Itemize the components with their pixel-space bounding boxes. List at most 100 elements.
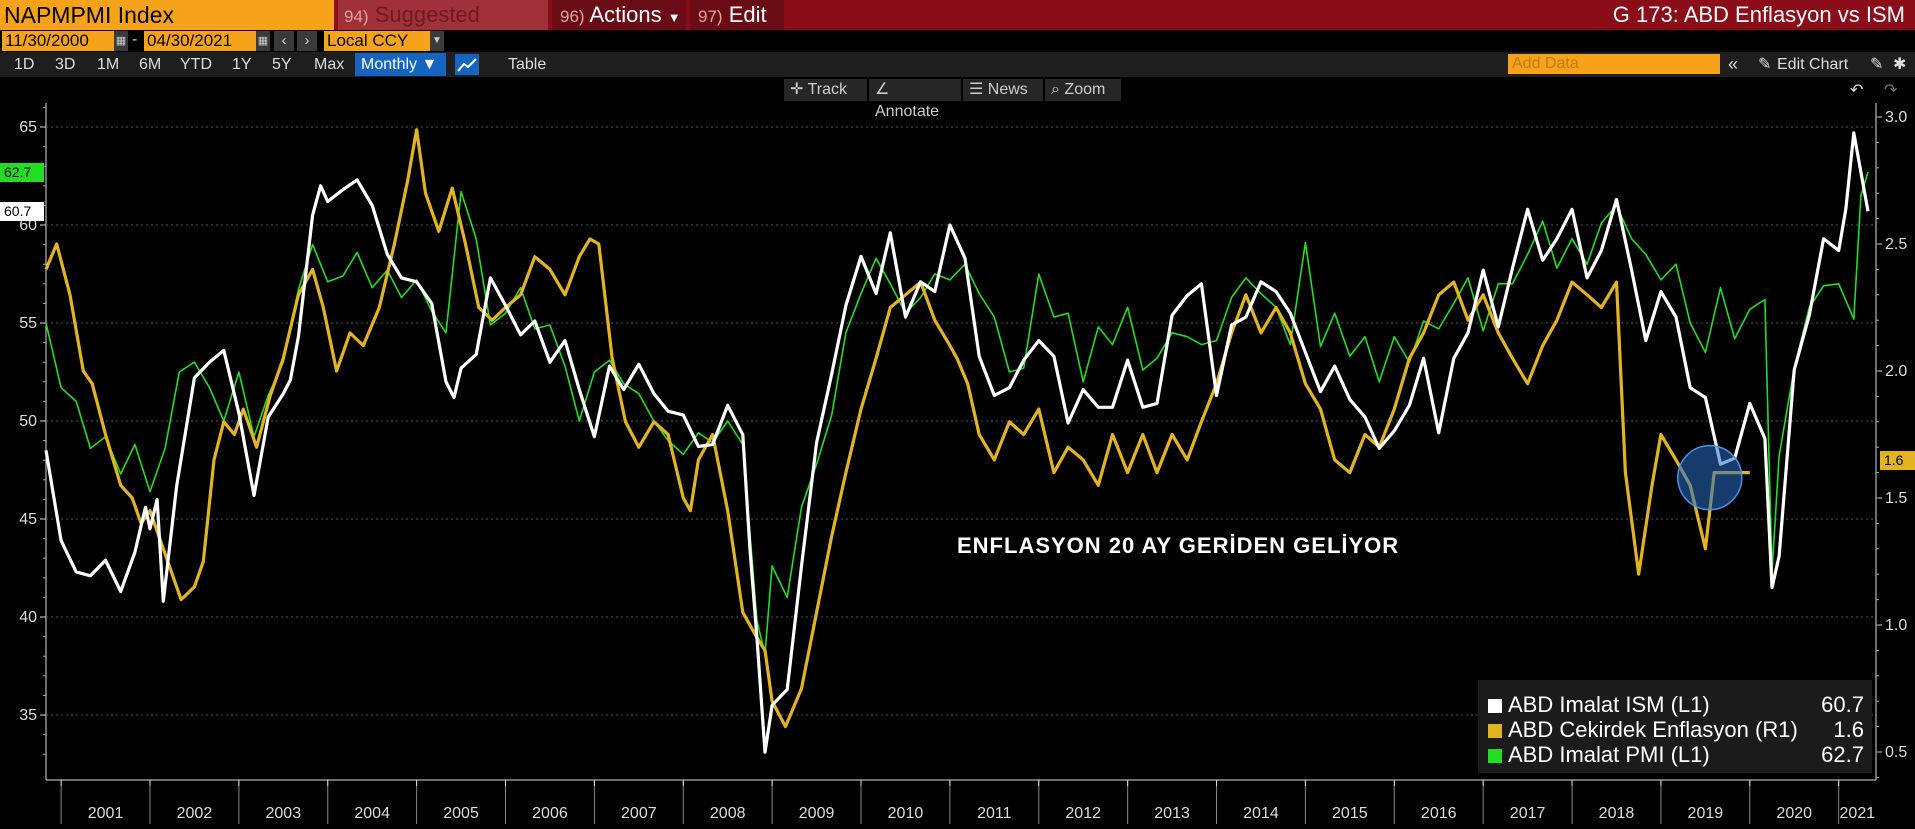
period-ytd[interactable]: YTD: [180, 56, 212, 73]
year-label: 2019: [1688, 805, 1724, 822]
year-label: 2005: [443, 805, 479, 822]
legend-swatch: [1488, 724, 1502, 738]
legend: ABD Imalat ISM (L1) 60.7 ABD Cekirdek Enf…: [1478, 680, 1872, 773]
zoom-label: Zoom: [1064, 81, 1106, 98]
period-3d[interactable]: 3D: [55, 56, 76, 73]
year-label: 2013: [1154, 805, 1190, 822]
period-max[interactable]: Max: [314, 56, 345, 73]
left-tick-label: 35: [19, 707, 37, 724]
legend-label: ABD Imalat ISM (L1): [1508, 692, 1710, 717]
left-tick-label: 65: [19, 119, 37, 136]
actions-menu[interactable]: 96) Actions ▼: [552, 0, 686, 30]
crosshair-icon: ✛: [790, 81, 804, 98]
year-label: 2006: [532, 805, 568, 822]
legend-value: 60.7: [1821, 692, 1864, 717]
annotate-tool[interactable]: ∠ Annotate: [869, 79, 961, 120]
legend-value: 1.6: [1833, 717, 1864, 742]
table-button[interactable]: Table: [508, 56, 547, 73]
year-label: 2017: [1510, 805, 1546, 822]
calendar-icon[interactable]: ▦: [114, 31, 128, 51]
right-tick-label: 3.0: [1885, 109, 1907, 126]
legend-item: ABD Imalat PMI (L1) 62.7: [1488, 742, 1864, 767]
legend-label: ABD Imalat PMI (L1): [1508, 742, 1710, 767]
frequency-select[interactable]: Monthly ▼: [355, 53, 446, 76]
right-tick-label: 2.0: [1885, 363, 1907, 380]
line-chart-icon[interactable]: [455, 54, 479, 75]
edit-num: 97): [698, 7, 723, 26]
edit-icon[interactable]: ✎: [1870, 56, 1884, 73]
chevron-down-icon[interactable]: ▼: [430, 31, 444, 51]
year-label: 2007: [621, 805, 657, 822]
legend-label: ABD Cekirdek Enflasyon (R1): [1508, 717, 1798, 742]
left-tick-label: 50: [19, 413, 37, 430]
legend-swatch: [1488, 749, 1502, 763]
zoom-tool[interactable]: ⌕ Zoom: [1045, 79, 1121, 101]
year-label: 2020: [1776, 805, 1812, 822]
right-tick-label: 0.5: [1885, 744, 1907, 761]
year-label: 2011: [977, 805, 1012, 822]
undo-icon[interactable]: ↶: [1850, 82, 1864, 99]
highlight-circle: [1677, 444, 1743, 511]
collapse-icon[interactable]: «: [1728, 54, 1739, 74]
magnifier-icon: ⌕: [1051, 81, 1060, 98]
pmi-last-value-label: 62.7: [0, 163, 44, 182]
edit-chart-button[interactable]: Edit Chart: [1777, 56, 1849, 73]
redo-icon[interactable]: ↷: [1884, 82, 1898, 99]
year-label: 2021: [1840, 805, 1876, 822]
left-tick-label: 55: [19, 315, 37, 332]
left-tick-label: 60: [19, 217, 37, 234]
year-label: 2003: [266, 805, 302, 822]
graph-title: G 173: ABD Enflasyon vs ISM: [1612, 2, 1905, 27]
chevron-down-icon: ▼: [667, 10, 681, 25]
security-ticker[interactable]: NAPMPMI Index: [0, 0, 334, 30]
series-line: [44, 131, 1870, 754]
legend-value: 62.7: [1821, 742, 1864, 767]
year-label: 2010: [888, 805, 924, 822]
right-tick-label: 2.5: [1885, 236, 1907, 253]
track-label: Track: [807, 81, 847, 98]
chevron-left-icon[interactable]: ‹: [274, 31, 294, 51]
year-label: 2015: [1332, 805, 1368, 822]
actions-num: 96): [560, 7, 585, 26]
right-tick-label: 1.0: [1885, 617, 1907, 634]
annotate-label: Annotate: [875, 103, 940, 120]
news-label: News: [987, 81, 1028, 98]
left-tick-label: 45: [19, 511, 37, 528]
news-tool[interactable]: ☰ News: [963, 79, 1043, 101]
ism-last-value-label: 60.7: [0, 202, 44, 221]
date-range-bar: [0, 30, 1915, 52]
currency-select[interactable]: Local CCY: [324, 31, 430, 51]
period-6m[interactable]: 6M: [139, 56, 162, 73]
period-5y[interactable]: 5Y: [272, 56, 292, 73]
year-label: 2002: [177, 805, 213, 822]
right-tick-label: 1.5: [1885, 490, 1907, 507]
year-label: 2018: [1599, 805, 1635, 822]
year-label: 2014: [1243, 805, 1279, 822]
period-1y[interactable]: 1Y: [232, 56, 252, 73]
end-date-field[interactable]: 04/30/2021: [144, 31, 256, 51]
period-1d[interactable]: 1D: [14, 56, 35, 73]
chevron-right-icon[interactable]: ›: [297, 31, 317, 51]
add-data-input[interactable]: Add Data: [1508, 54, 1720, 74]
edit-label: Edit: [728, 2, 767, 27]
year-label: 2016: [1421, 805, 1457, 822]
year-label: 2004: [354, 805, 390, 822]
gear-icon[interactable]: ✱: [1893, 56, 1907, 73]
start-date-field[interactable]: 11/30/2000: [2, 31, 114, 51]
year-label: 2012: [1065, 805, 1101, 822]
track-tool[interactable]: ✛ Track: [784, 79, 867, 101]
period-1m[interactable]: 1M: [97, 56, 120, 73]
chart-annotation: ENFLASYON 20 AY GERİDEN GELİYOR: [957, 533, 1400, 558]
actions-label: Actions: [589, 2, 662, 27]
pencil-icon[interactable]: ✎: [1758, 56, 1772, 73]
core-last-value-label: 1.6: [1880, 451, 1915, 470]
legend-item: ABD Imalat ISM (L1) 60.7: [1488, 692, 1864, 717]
range-dash: -: [132, 31, 138, 48]
series-line: [44, 128, 1750, 729]
news-icon: ☰: [969, 81, 984, 98]
legend-swatch: [1488, 699, 1502, 713]
left-tick-label: 40: [19, 609, 37, 626]
year-label: 2009: [799, 805, 835, 822]
legend-item: ABD Cekirdek Enflasyon (R1) 1.6: [1488, 717, 1864, 742]
calendar-icon[interactable]: ▦: [256, 31, 270, 51]
